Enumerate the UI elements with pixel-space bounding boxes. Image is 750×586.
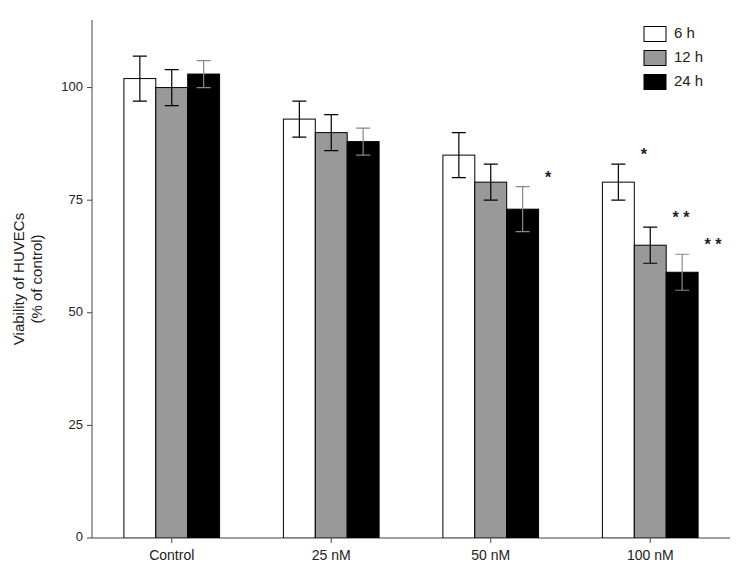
error-bar <box>675 254 689 290</box>
error-bar <box>324 115 338 151</box>
y-tick <box>87 425 92 426</box>
y-tick <box>87 87 92 88</box>
legend-label: 6 h <box>674 24 695 41</box>
error-bar <box>356 128 370 155</box>
plot-area <box>124 56 698 538</box>
bar <box>124 79 156 538</box>
series <box>188 61 698 538</box>
bar <box>602 182 634 538</box>
y-tick-label: 25 <box>69 417 83 432</box>
x-tick-label: 50 nM <box>471 547 510 563</box>
axes: 0 25 50 75 100 Control 25 nM 50 nM 100 nM <box>61 20 730 563</box>
bar <box>475 182 507 538</box>
x-tick <box>490 538 491 543</box>
chart-container: 0 25 50 75 100 Control 25 nM 50 nM 100 nM Viabili… <box>0 0 750 586</box>
legend-swatch <box>644 51 666 66</box>
significance-annotation: * * <box>704 236 722 253</box>
error-bar <box>133 56 147 101</box>
y-axis-line <box>92 20 93 538</box>
legend-swatch <box>644 75 666 90</box>
error-bar <box>643 227 657 263</box>
bar <box>347 142 379 538</box>
y-tick <box>87 200 92 201</box>
bar <box>315 133 347 538</box>
error-bar <box>452 133 466 178</box>
chart-svg: 0 25 50 75 100 Control 25 nM 50 nM 100 nM Viabili… <box>0 0 750 586</box>
bar <box>283 119 315 538</box>
y-tick-label: 100 <box>61 79 83 94</box>
x-tick-label: 100 nM <box>627 547 674 563</box>
y-axis-label: Viability of HUVECs(% of control) <box>10 213 45 345</box>
legend-swatch <box>644 27 666 42</box>
bar <box>634 245 666 538</box>
error-bar <box>516 187 530 232</box>
error-bar <box>611 164 625 200</box>
y-tick-label: 0 <box>76 529 83 544</box>
y-tick-label: 75 <box>69 192 83 207</box>
series <box>156 70 666 538</box>
bar <box>507 209 539 538</box>
x-tick-label: Control <box>149 547 194 563</box>
x-tick <box>650 538 651 543</box>
error-bar <box>197 61 211 88</box>
x-tick <box>331 538 332 543</box>
y-tick-label: 50 <box>69 304 83 319</box>
annotations: * * * * * * <box>545 146 722 253</box>
legend: 6 h 12 h 24 h <box>644 24 703 90</box>
series <box>124 56 634 538</box>
bar <box>443 155 475 538</box>
bar <box>666 272 698 538</box>
y-tick <box>87 538 92 539</box>
y-tick <box>87 312 92 313</box>
bar <box>188 74 220 538</box>
bar <box>156 88 188 538</box>
legend-label: 12 h <box>674 48 703 65</box>
error-bar <box>165 70 179 106</box>
significance-annotation: * <box>641 146 648 163</box>
x-tick-label: 25 nM <box>312 547 351 563</box>
significance-annotation: * <box>545 169 552 186</box>
legend-label: 24 h <box>674 72 703 89</box>
error-bar <box>484 164 498 200</box>
x-tick <box>171 538 172 543</box>
error-bar <box>292 101 306 137</box>
significance-annotation: * * <box>673 209 691 226</box>
